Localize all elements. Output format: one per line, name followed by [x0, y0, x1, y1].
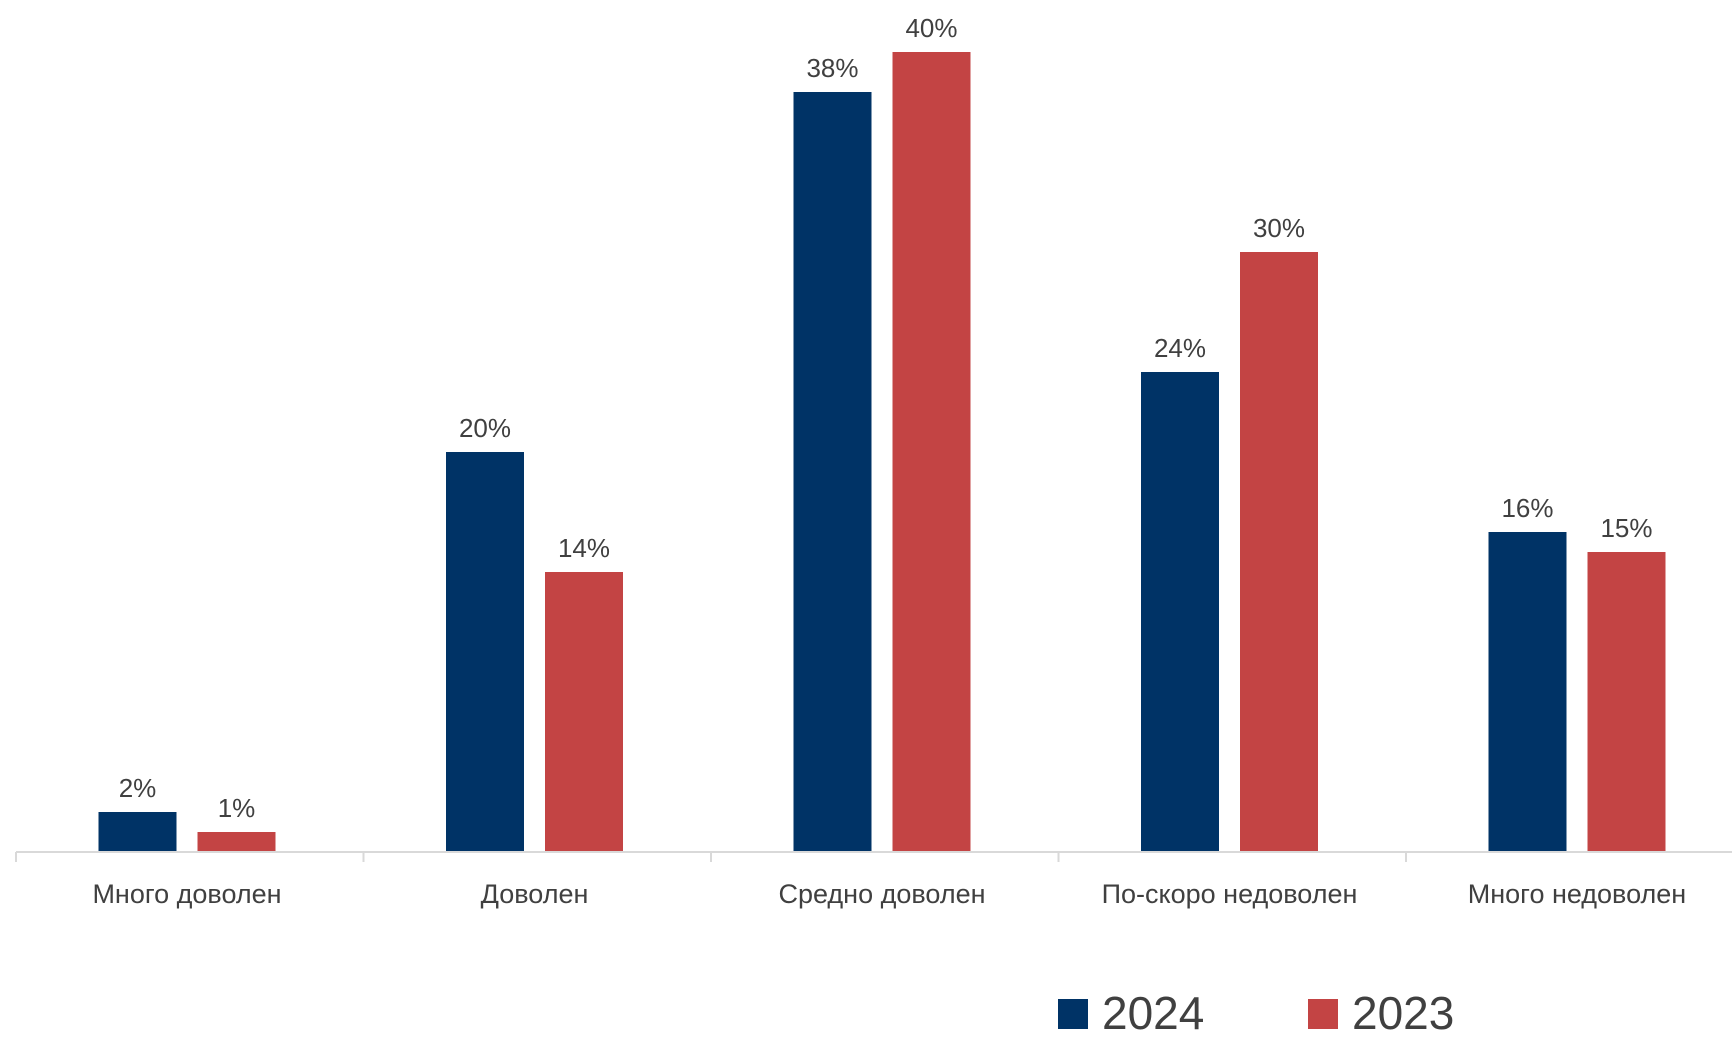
data-label-2024-3: 38% — [806, 53, 858, 83]
bar-2023-3 — [893, 52, 971, 852]
bar-2024-4 — [1141, 372, 1219, 852]
data-label-2023-1: 1% — [218, 793, 256, 823]
x-tick-label: Много доволен — [92, 879, 281, 909]
data-label-2023-4: 30% — [1253, 213, 1305, 243]
bar-2023-5 — [1588, 552, 1666, 852]
legend: 2024 2023 — [1058, 987, 1454, 1037]
bar-2024-1 — [99, 812, 177, 852]
data-label-2023-3: 40% — [905, 13, 957, 43]
legend-swatch-2024 — [1058, 999, 1088, 1029]
x-tick-label: Доволен — [481, 879, 589, 909]
bar-2024-2 — [446, 452, 524, 852]
bar-2023-2 — [545, 572, 623, 852]
x-tick-label: Много недоволен — [1468, 879, 1686, 909]
data-label-2024-2: 20% — [459, 413, 511, 443]
bar-2023-4 — [1240, 252, 1318, 852]
data-label-2024-1: 2% — [119, 773, 157, 803]
x-tick-label: По-скоро недоволен — [1102, 879, 1358, 909]
x-tick-label: Средно доволен — [778, 879, 985, 909]
data-label-2023-2: 14% — [558, 533, 610, 563]
x-axis: Много доволен Доволен Средно доволен По-ско… — [16, 852, 1732, 909]
legend-swatch-2023 — [1308, 999, 1338, 1029]
bar-2023-1 — [198, 832, 276, 852]
bar-2024-5 — [1489, 532, 1567, 852]
value-labels-layer: 2% 1% 20% 14% 38% 40% 24% 30% 16% 15% — [119, 13, 1653, 823]
legend-label-2024: 2024 — [1102, 987, 1204, 1037]
data-label-2024-5: 16% — [1501, 493, 1553, 523]
bars-layer — [99, 52, 1666, 852]
legend-label-2023: 2023 — [1352, 987, 1454, 1037]
data-label-2024-4: 24% — [1154, 333, 1206, 363]
bar-2024-3 — [794, 92, 872, 852]
data-label-2023-5: 15% — [1600, 513, 1652, 543]
